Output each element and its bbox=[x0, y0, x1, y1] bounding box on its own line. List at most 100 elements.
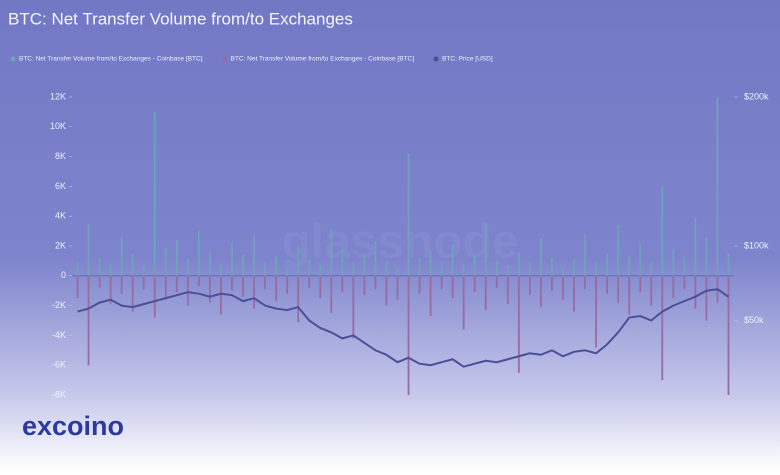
bar bbox=[462, 275, 465, 330]
bar bbox=[231, 243, 233, 276]
bar bbox=[197, 231, 200, 276]
bar bbox=[142, 265, 145, 276]
y-tick-label: 2K bbox=[55, 240, 66, 250]
bar bbox=[297, 275, 300, 322]
bar bbox=[495, 275, 498, 288]
bar bbox=[164, 275, 167, 300]
bar bbox=[573, 275, 575, 312]
y-tick-label: 0 bbox=[61, 270, 66, 280]
bar bbox=[120, 237, 123, 276]
y-tick-label: -2K bbox=[52, 300, 66, 310]
bar bbox=[209, 275, 211, 303]
bar bbox=[551, 257, 553, 276]
bar bbox=[109, 263, 112, 276]
bar bbox=[672, 248, 675, 276]
bar bbox=[87, 275, 90, 366]
bar bbox=[628, 256, 631, 276]
bar bbox=[264, 275, 266, 290]
brand-logo: excoino bbox=[22, 411, 124, 441]
bar bbox=[231, 275, 233, 291]
bar bbox=[319, 275, 322, 299]
bar bbox=[517, 251, 520, 276]
bar bbox=[286, 266, 289, 276]
bar bbox=[131, 275, 134, 312]
bar bbox=[661, 186, 664, 276]
bar bbox=[617, 275, 620, 303]
bar bbox=[363, 275, 366, 296]
bar bbox=[385, 275, 388, 306]
legend-label: BTC: Net Transfer Volume from/to Exchang… bbox=[231, 56, 415, 63]
bar bbox=[595, 262, 597, 276]
bar bbox=[396, 275, 399, 300]
bar bbox=[220, 275, 222, 315]
bar bbox=[396, 266, 399, 276]
bar bbox=[197, 275, 200, 287]
bar bbox=[253, 235, 255, 276]
bar bbox=[76, 262, 79, 276]
bar bbox=[120, 275, 123, 294]
bar bbox=[672, 275, 675, 299]
bar bbox=[186, 259, 189, 276]
bar bbox=[142, 275, 145, 290]
y2-tick-label: $100k bbox=[744, 240, 769, 250]
bar bbox=[473, 275, 476, 293]
bar bbox=[528, 262, 531, 276]
bar bbox=[716, 97, 719, 276]
bar bbox=[330, 275, 333, 314]
bar bbox=[407, 153, 410, 276]
bar bbox=[297, 246, 300, 276]
bar bbox=[562, 275, 564, 300]
legend-swatch bbox=[10, 56, 16, 62]
bar bbox=[484, 275, 487, 311]
watermark: glassnode bbox=[281, 216, 518, 269]
bar bbox=[153, 111, 156, 276]
y-tick-label: -6K bbox=[52, 360, 66, 370]
bar bbox=[683, 275, 686, 290]
bar bbox=[484, 228, 487, 276]
bar bbox=[540, 238, 542, 276]
y-tick-label: -4K bbox=[52, 330, 66, 340]
bar bbox=[694, 275, 697, 309]
y-tick-label: 10K bbox=[50, 121, 66, 131]
legend-swatch bbox=[433, 56, 439, 62]
bar bbox=[352, 262, 355, 276]
bar bbox=[308, 275, 311, 288]
bar bbox=[727, 253, 730, 276]
bar bbox=[175, 275, 178, 293]
bar bbox=[506, 275, 509, 305]
bar bbox=[495, 260, 498, 276]
bar bbox=[164, 247, 167, 276]
bar bbox=[440, 275, 443, 290]
bar bbox=[650, 275, 653, 306]
bar bbox=[705, 275, 708, 321]
bar bbox=[363, 253, 366, 276]
bar bbox=[650, 262, 653, 276]
bar bbox=[451, 244, 454, 276]
bar bbox=[705, 237, 708, 276]
y2-tick-label: $200k bbox=[744, 91, 769, 101]
bar bbox=[275, 275, 278, 302]
bar bbox=[595, 275, 597, 348]
bar bbox=[87, 223, 90, 276]
bar bbox=[683, 257, 686, 276]
bar bbox=[727, 275, 730, 395]
y-tick-label: 4K bbox=[55, 211, 66, 221]
price-line bbox=[77, 288, 730, 368]
chart-title: BTC: Net Transfer Volume from/to Exchang… bbox=[8, 9, 353, 28]
bar bbox=[242, 254, 244, 276]
bar bbox=[573, 259, 575, 276]
bar bbox=[76, 275, 79, 299]
bar bbox=[385, 260, 388, 276]
bar bbox=[98, 275, 101, 288]
bar bbox=[330, 229, 333, 276]
bar bbox=[562, 266, 564, 276]
bar bbox=[220, 263, 222, 276]
bar bbox=[551, 275, 553, 291]
bar bbox=[617, 225, 620, 276]
bar bbox=[319, 265, 322, 276]
bar bbox=[186, 275, 189, 306]
bar bbox=[352, 275, 355, 339]
bar bbox=[264, 262, 266, 276]
legend-label: BTC: Price [USD] bbox=[442, 56, 493, 63]
